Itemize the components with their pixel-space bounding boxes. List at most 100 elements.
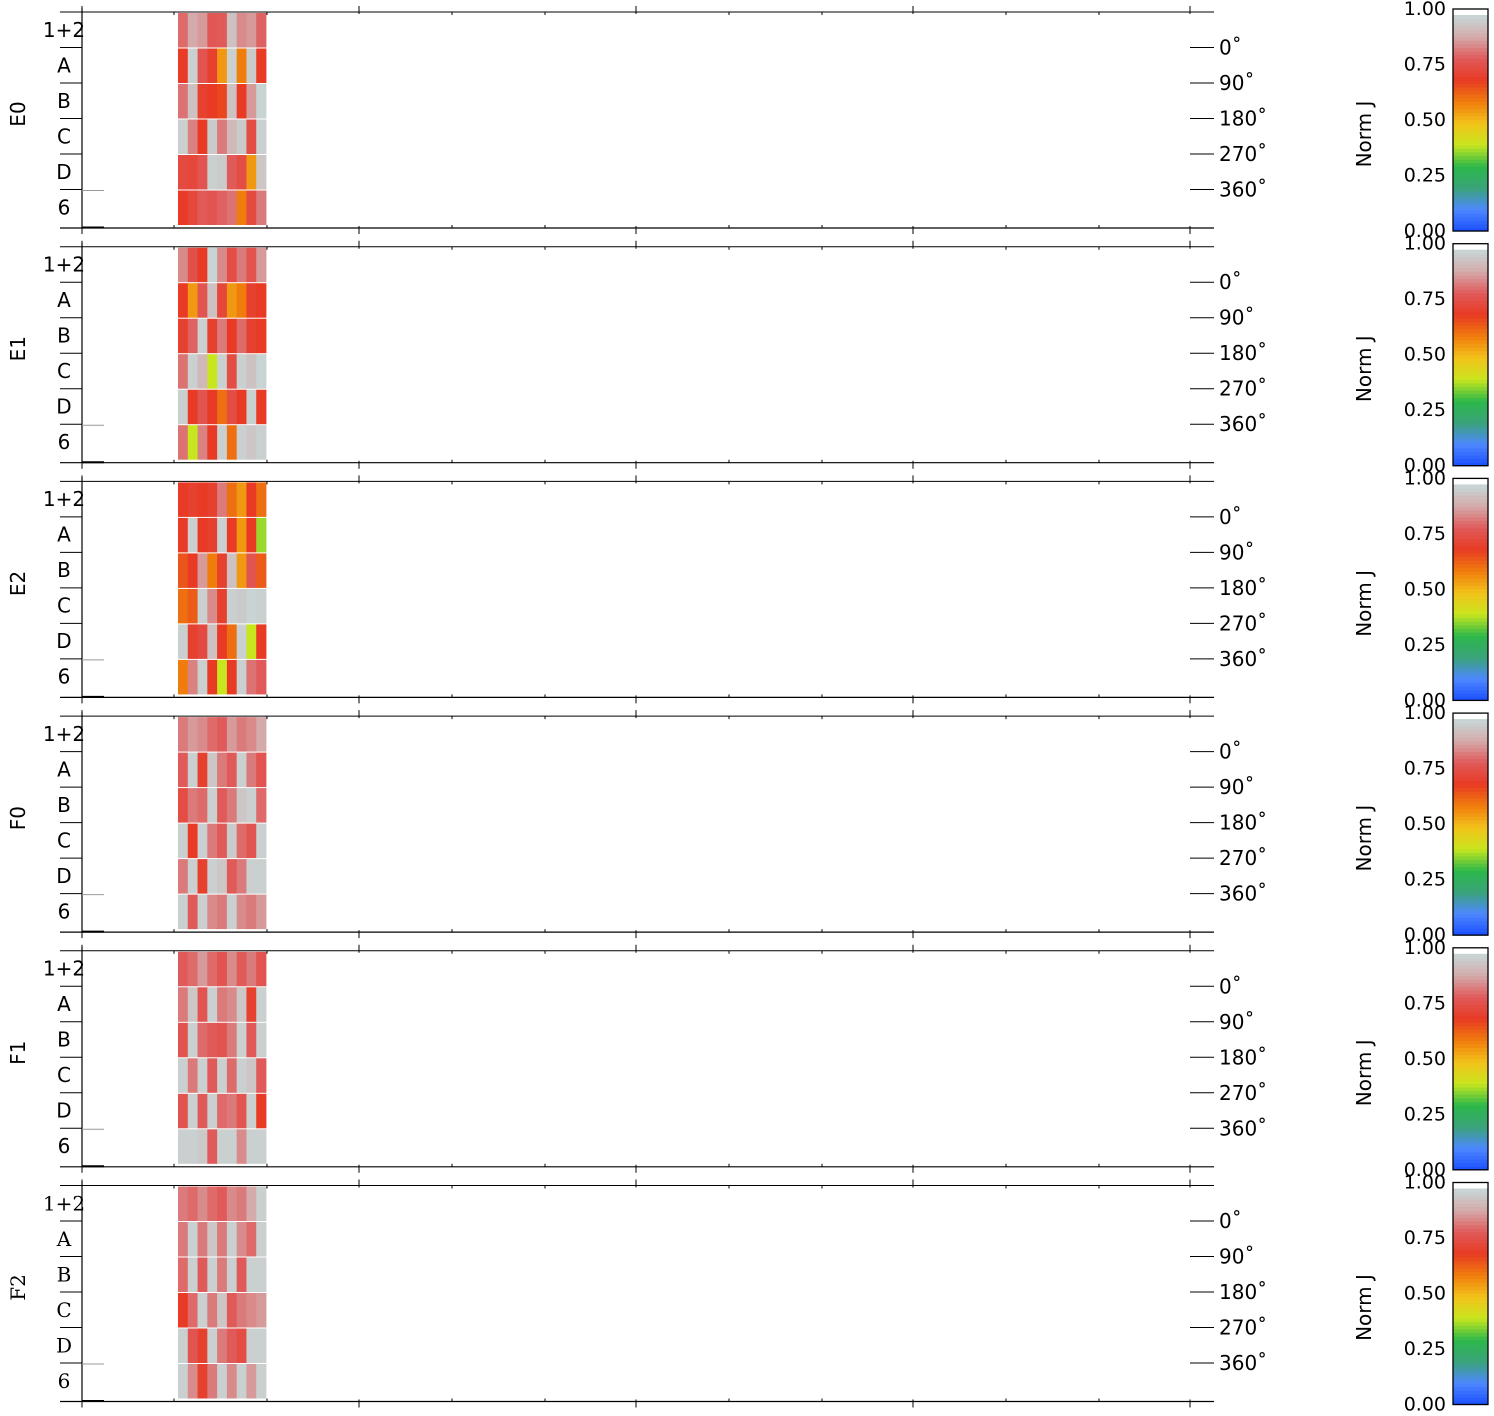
colorbar-tick-label: 0.50 (1404, 813, 1446, 835)
colorbar-strip (1453, 686, 1488, 691)
row-label: 6 (58, 1134, 71, 1158)
colorbar-strip (1453, 498, 1488, 503)
heatmap-cell (256, 1129, 267, 1164)
heatmap-cell (187, 823, 198, 859)
colorbar-tick-label: 0.75 (1404, 992, 1446, 1014)
panel-label: E1 (6, 336, 30, 361)
heatmap-cell (178, 823, 189, 859)
colorbar-strip (1453, 1379, 1488, 1384)
heatmap-cell (207, 155, 218, 190)
colorbar-strip (1453, 343, 1488, 348)
colorbar-strip (1453, 72, 1488, 77)
colorbar-strip (1453, 393, 1488, 398)
row-label: B (57, 1028, 71, 1052)
heatmap-cell (217, 788, 228, 823)
angle-label: 270˚ (1219, 846, 1267, 870)
colorbar-strip (1453, 300, 1488, 305)
angle-label: 270˚ (1219, 1081, 1267, 1105)
colorbar-strip (1453, 33, 1488, 38)
heatmap-cell (217, 318, 228, 354)
colorbar-tick-label: 0.00 (1404, 455, 1446, 477)
heatmap-cell (187, 659, 198, 695)
colorbar-strip (1453, 542, 1488, 547)
heatmap-cell (178, 1186, 189, 1221)
colorbar-strip (1453, 567, 1488, 572)
heatmap-cell (246, 987, 257, 1022)
colorbar-strip (1453, 25, 1488, 30)
colorbar-strip (1453, 660, 1488, 665)
colorbar-strip (1453, 137, 1488, 142)
colorbar-strip (1453, 47, 1488, 52)
heatmap-cell (207, 1293, 218, 1328)
colorbar-strip (1453, 1220, 1488, 1226)
colorbar-strip (1453, 144, 1488, 149)
colorbar-strip (1453, 791, 1488, 796)
heatmap-cell (236, 823, 247, 859)
heatmap-cell (256, 13, 267, 48)
heatmap-cell (187, 859, 198, 894)
colorbar-strip (1453, 888, 1488, 893)
colorbar-strip (1453, 931, 1488, 936)
colorbar-strip (1453, 141, 1488, 146)
heatmap-cell (226, 318, 238, 354)
colorbar-strip (1453, 94, 1488, 99)
colorbar-strip (1453, 845, 1488, 850)
colorbar-strip (1453, 101, 1488, 106)
heatmap-cell (246, 190, 257, 225)
colorbar-strip (1453, 296, 1488, 301)
colorbar-strip (1453, 1321, 1488, 1326)
colorbar-strip (1453, 574, 1488, 579)
colorbar-strip (1453, 382, 1488, 388)
heatmap-cell (217, 247, 228, 283)
heatmap-cell (207, 752, 218, 788)
colorbar-strip (1453, 552, 1488, 557)
heatmap-cell (197, 717, 208, 752)
heatmap-cell (256, 318, 267, 354)
row-label: 1+2 (43, 957, 85, 981)
colorbar-strip (1453, 1310, 1488, 1316)
colorbar-label: Norm J (1352, 570, 1376, 637)
heatmap-cell (256, 482, 267, 517)
heatmap-cell (197, 119, 208, 154)
colorbar-strip (1453, 884, 1488, 889)
heatmap-cell (246, 823, 257, 859)
heatmap-cell (226, 1328, 238, 1363)
colorbar-strip (1453, 415, 1488, 420)
colorbar-strip (1453, 744, 1488, 749)
heatmap-cell (178, 1058, 189, 1093)
colorbar-strip (1453, 982, 1488, 987)
colorbar-strip (1453, 1137, 1488, 1142)
heatmap-cell (187, 48, 198, 83)
heatmap-cell (197, 987, 208, 1022)
colorbar-strip (1453, 491, 1488, 496)
heatmap-cell (178, 752, 189, 788)
heatmap-cell (178, 1129, 189, 1164)
heatmap-cell (246, 1293, 257, 1328)
colorbar-strip (1453, 418, 1488, 424)
colorbar-strip (1453, 184, 1488, 189)
colorbar-strip (1453, 1217, 1488, 1222)
colorbar-strip (1453, 411, 1488, 416)
panel-label: F0 (6, 806, 30, 830)
colorbar-strip (1453, 993, 1488, 998)
colorbar-strip (1453, 404, 1488, 409)
colorbar-strip (1453, 43, 1488, 48)
heatmap-cell (197, 588, 208, 624)
colorbar-strip (1453, 596, 1488, 601)
angle-label: 270˚ (1219, 611, 1267, 635)
heatmap-cell (187, 517, 198, 553)
heatmap-cell (217, 717, 228, 752)
angle-label: 360˚ (1219, 1116, 1267, 1140)
colorbar-strip (1453, 1054, 1488, 1059)
colorbar-strip (1453, 578, 1488, 583)
heatmap-cell (187, 894, 198, 930)
row-label: 6 (58, 899, 71, 923)
heatmap-cell (217, 354, 228, 389)
colorbar-strip (1453, 1051, 1488, 1056)
heatmap-cell (246, 425, 257, 460)
colorbar-strip (1453, 1148, 1488, 1153)
row-label: 1+2 (43, 487, 85, 511)
heatmap-cell (197, 823, 208, 859)
